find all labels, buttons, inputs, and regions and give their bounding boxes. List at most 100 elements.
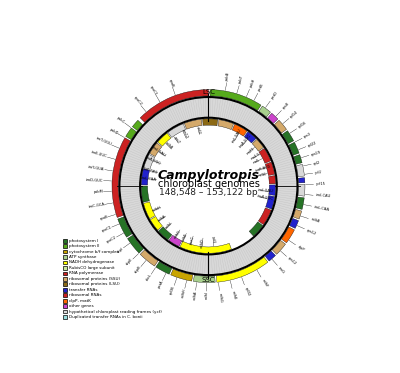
Text: rpoC2: rpoC2 (106, 235, 118, 244)
Text: rpl16: rpl16 (298, 121, 308, 129)
Wedge shape (296, 197, 304, 209)
Bar (63, 261, 67, 264)
Text: RNA polymerase: RNA polymerase (68, 272, 103, 275)
Text: rrn23: rrn23 (246, 146, 255, 156)
Text: ndhH: ndhH (151, 206, 162, 213)
Wedge shape (290, 218, 298, 228)
Wedge shape (289, 142, 299, 155)
Wedge shape (193, 275, 215, 283)
Text: trnL-CAA: trnL-CAA (314, 205, 330, 211)
Text: ndhH: ndhH (181, 288, 187, 298)
Text: 148,548 – 153,122 bp: 148,548 – 153,122 bp (159, 188, 258, 197)
Wedge shape (140, 250, 158, 266)
Text: ndhF: ndhF (260, 278, 268, 288)
Text: other genes: other genes (68, 304, 93, 308)
Text: trnL-CAA: trnL-CAA (140, 176, 157, 182)
Text: clpP: clpP (296, 244, 305, 252)
Text: ATP synthase: ATP synthase (68, 255, 96, 259)
Wedge shape (180, 241, 232, 253)
Text: trnY-GUA: trnY-GUA (88, 165, 105, 172)
Text: petD: petD (270, 91, 278, 100)
Text: trnI-CAU: trnI-CAU (315, 194, 331, 199)
Text: rpl2: rpl2 (313, 160, 321, 166)
Text: trnA-UGC: trnA-UGC (239, 134, 253, 149)
Text: SSC: SSC (202, 277, 215, 283)
Text: ribosomal RNAs: ribosomal RNAs (68, 293, 101, 297)
Wedge shape (141, 186, 149, 202)
Text: rps12: rps12 (306, 228, 317, 236)
Text: rpl32: rpl32 (243, 286, 250, 297)
Text: trnD-GUC: trnD-GUC (86, 178, 104, 182)
Text: trnE-UUC: trnE-UUC (91, 151, 108, 159)
Text: psaC: psaC (189, 235, 195, 245)
Text: Duplicated transfer RNAs in C. bonii: Duplicated transfer RNAs in C. bonii (68, 315, 142, 319)
Wedge shape (156, 262, 172, 274)
Text: rpl36: rpl36 (169, 285, 176, 295)
Text: photosystem II: photosystem II (68, 244, 99, 248)
Wedge shape (268, 113, 278, 123)
Text: psbT: psbT (238, 74, 244, 84)
Text: trnI-GAU: trnI-GAU (258, 188, 274, 194)
Wedge shape (282, 227, 294, 243)
Wedge shape (252, 140, 264, 151)
Text: trnA-UGC: trnA-UGC (257, 194, 274, 202)
Text: trnA-UGC: trnA-UGC (145, 155, 162, 166)
Wedge shape (274, 120, 286, 133)
Text: RubisCO large subunit: RubisCO large subunit (68, 266, 114, 270)
Text: rps19: rps19 (310, 150, 322, 157)
Text: rps12: rps12 (180, 129, 188, 140)
Bar (63, 266, 67, 270)
Bar (63, 288, 67, 292)
Bar (63, 282, 67, 286)
Text: ndhI: ndhI (164, 222, 173, 230)
Text: rpoC2: rpoC2 (132, 96, 142, 107)
Text: trnT-GGU: trnT-GGU (96, 137, 112, 147)
Text: ndhA: ndhA (157, 214, 167, 223)
Text: chloroplast genomes: chloroplast genomes (158, 179, 259, 189)
Bar (63, 310, 67, 313)
Wedge shape (249, 222, 263, 236)
Wedge shape (120, 97, 298, 275)
Text: rps8: rps8 (282, 102, 290, 110)
Text: rrn4.5: rrn4.5 (250, 152, 261, 161)
Text: trnG: trnG (278, 266, 286, 275)
Text: cytochrome b/f complex: cytochrome b/f complex (68, 250, 118, 254)
Text: atpE: atpE (126, 258, 134, 266)
Wedge shape (158, 227, 172, 240)
Text: rpl14: rpl14 (290, 109, 299, 119)
Wedge shape (293, 209, 302, 219)
Wedge shape (258, 208, 271, 225)
Text: rpoB: rpoB (168, 78, 174, 88)
Text: petB: petB (257, 83, 265, 92)
Text: ndhD: ndhD (200, 238, 205, 248)
Wedge shape (265, 251, 276, 261)
Text: rrn5: rrn5 (252, 158, 260, 165)
Wedge shape (294, 155, 302, 164)
Text: ndhB: ndhB (310, 217, 320, 224)
Wedge shape (112, 138, 130, 217)
Bar (63, 255, 67, 259)
Text: LSC: LSC (202, 90, 215, 95)
Text: trnI-CAU: trnI-CAU (143, 167, 158, 175)
Wedge shape (118, 217, 132, 237)
Wedge shape (168, 124, 186, 137)
Text: ndhG: ndhG (173, 229, 182, 239)
Text: trnR-ACG: trnR-ACG (255, 164, 272, 173)
Bar (63, 272, 67, 275)
Text: rps7: rps7 (172, 135, 180, 144)
Wedge shape (141, 169, 150, 185)
Text: Campylotropis: Campylotropis (158, 169, 260, 182)
Text: ribosomal proteins (SSU): ribosomal proteins (SSU) (68, 277, 120, 281)
Text: transfer RNAs: transfer RNAs (68, 288, 97, 292)
Text: atpB: atpB (134, 265, 142, 275)
Text: ribosomal proteins (LSU): ribosomal proteins (LSU) (68, 282, 119, 286)
Bar (63, 250, 67, 253)
Text: rbcL: rbcL (145, 273, 153, 282)
Wedge shape (282, 131, 294, 144)
Wedge shape (244, 132, 256, 143)
Wedge shape (184, 119, 202, 129)
Text: ycf2: ycf2 (196, 127, 201, 135)
Wedge shape (216, 257, 268, 282)
Bar (63, 315, 67, 319)
Text: atpI: atpI (116, 246, 124, 254)
